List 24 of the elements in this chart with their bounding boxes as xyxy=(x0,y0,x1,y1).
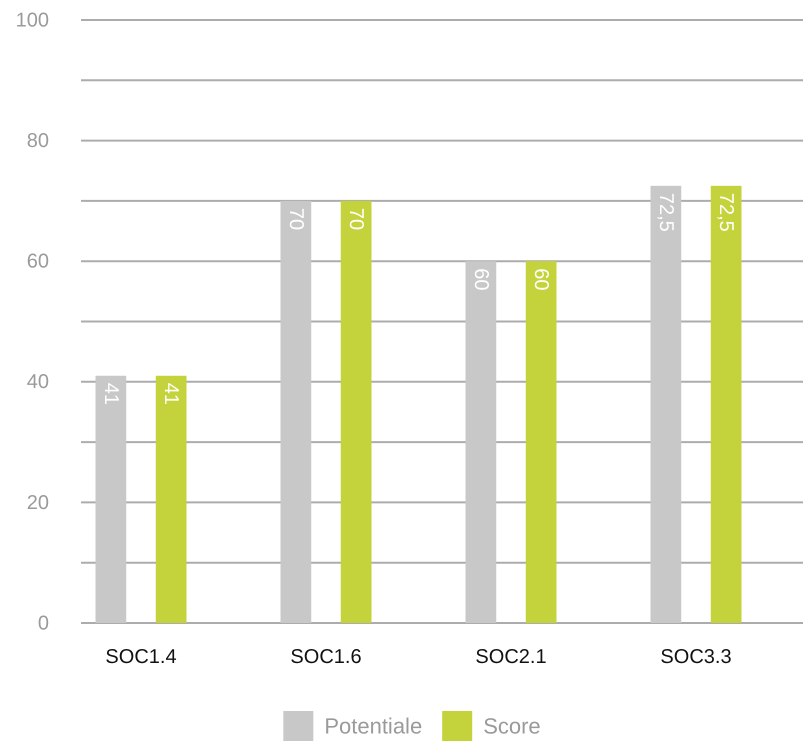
bar xyxy=(710,186,742,623)
x-tick-label: SOC2.1 xyxy=(475,646,547,668)
bar xyxy=(280,200,312,623)
legend-label: Potentiale xyxy=(324,714,422,738)
bar xyxy=(466,261,496,623)
bar xyxy=(526,261,556,623)
y-tick-label: 80 xyxy=(26,130,49,152)
legend-label: Score xyxy=(483,714,541,738)
data-label: 72,5 xyxy=(715,192,738,232)
bar xyxy=(340,200,372,623)
data-label: 60 xyxy=(530,268,552,290)
x-tick-label: SOC1.4 xyxy=(105,646,177,668)
y-tick-label: 20 xyxy=(26,492,49,514)
x-tick-label: SOC3.3 xyxy=(660,646,732,668)
bar xyxy=(96,376,126,623)
x-tick-label: SOC1.6 xyxy=(290,646,362,668)
bar xyxy=(156,376,186,623)
bar xyxy=(650,186,682,623)
y-tick-label: 60 xyxy=(26,250,49,273)
y-tick-label: 0 xyxy=(38,612,49,634)
y-tick-label: 100 xyxy=(16,9,49,32)
y-tick-label: 40 xyxy=(26,371,49,394)
data-label: 41 xyxy=(160,382,182,406)
data-label: 70 xyxy=(345,208,368,230)
